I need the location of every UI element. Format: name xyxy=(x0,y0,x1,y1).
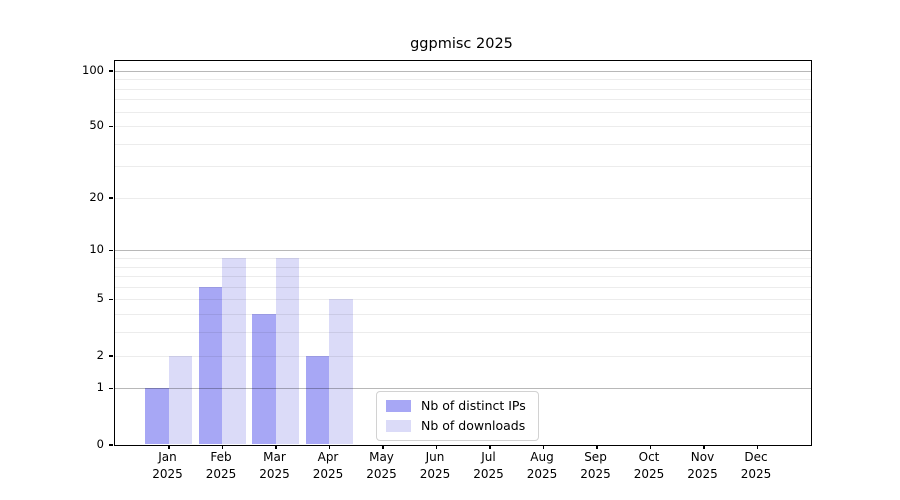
x-tick-label-nov: Nov 2025 xyxy=(687,450,718,481)
y-tick-mark-2 xyxy=(108,355,113,357)
x-tick-mark-jan xyxy=(168,444,170,449)
gridline-minor-6 xyxy=(114,286,811,288)
legend-entry-distinct-ips: Nb of distinct IPs xyxy=(386,399,526,413)
gridline-minor-60 xyxy=(114,111,811,113)
gridline-minor-50 xyxy=(114,126,811,128)
gridline-major-1 xyxy=(114,388,811,390)
gridline-minor-9 xyxy=(114,258,811,260)
y-tick-label-5: 5 xyxy=(96,291,104,306)
x-tick-label-jan: Jan 2025 xyxy=(152,450,183,481)
bar-downloads-jan xyxy=(168,355,192,445)
y-tick-mark-1 xyxy=(108,387,113,390)
x-tick-label-apr: Apr 2025 xyxy=(312,450,344,481)
bar-distinct-ips-mar xyxy=(252,314,276,445)
gridline-minor-7 xyxy=(114,276,811,278)
x-tick-mark-jul xyxy=(489,444,491,449)
x-tick-label-jul: Jul 2025 xyxy=(473,450,504,481)
x-tick-mark-oct xyxy=(649,444,651,449)
x-tick-mark-sep xyxy=(596,444,598,449)
x-tick-label-sep: Sep 2025 xyxy=(580,450,611,481)
x-tick-mark-nov xyxy=(703,444,705,449)
gridline-minor-20 xyxy=(114,197,811,199)
x-tick-mark-apr xyxy=(328,444,330,449)
legend-swatch-distinct-ips xyxy=(386,399,411,413)
y-tick-label-20: 20 xyxy=(89,189,104,204)
y-tick-mark-50 xyxy=(108,125,113,128)
plot-area xyxy=(108,60,812,449)
gridline-minor-80 xyxy=(114,88,811,90)
gridline-minor-4 xyxy=(114,314,811,316)
legend-entry-downloads: Nb of downloads xyxy=(386,419,526,433)
x-tick-mark-feb xyxy=(221,444,223,449)
x-tick-mark-dec xyxy=(756,444,758,449)
legend-label-downloads: Nb of downloads xyxy=(421,418,526,433)
gridline-minor-70 xyxy=(114,99,811,101)
bar-downloads-apr xyxy=(329,299,353,445)
y-tick-label-1: 1 xyxy=(96,380,104,395)
bar-distinct-ips-apr xyxy=(305,355,329,445)
y-tick-label-50: 50 xyxy=(89,118,104,133)
gridline-minor-5 xyxy=(114,299,811,301)
y-tick-label-10: 10 xyxy=(89,242,104,257)
y-tick-label-100: 100 xyxy=(82,62,104,77)
legend-swatch-downloads xyxy=(386,419,411,433)
x-tick-mark-aug xyxy=(542,444,544,449)
x-tick-mark-may xyxy=(382,444,384,449)
bar-distinct-ips-feb xyxy=(198,286,222,445)
bar-downloads-feb xyxy=(222,258,246,445)
y-tick-mark-10 xyxy=(108,249,113,252)
x-tick-label-mar: Mar 2025 xyxy=(259,450,290,481)
x-tick-label-may: May 2025 xyxy=(366,450,397,481)
gridline-minor-2 xyxy=(114,355,811,357)
bar-distinct-ips-jan xyxy=(145,388,169,445)
x-tick-mark-jun xyxy=(435,444,437,449)
legend-label-distinct-ips: Nb of distinct IPs xyxy=(421,398,526,413)
x-tick-label-aug: Aug 2025 xyxy=(526,450,558,481)
chart-title: ggpmisc 2025 xyxy=(410,36,513,52)
y-tick-label-2: 2 xyxy=(96,347,104,362)
y-tick-mark-20 xyxy=(108,197,113,199)
gridline-minor-90 xyxy=(114,79,811,81)
gridline-major-10 xyxy=(114,250,811,252)
gridline-major-100 xyxy=(114,70,811,72)
y-tick-mark-100 xyxy=(108,70,113,72)
x-tick-label-jun: Jun 2025 xyxy=(419,450,451,481)
x-tick-label-dec: Dec 2025 xyxy=(740,450,772,481)
y-tick-label-0: 0 xyxy=(96,436,104,451)
bar-downloads-mar xyxy=(275,258,299,445)
gridline-minor-40 xyxy=(114,143,811,145)
legend: Nb of distinct IPs Nb of downloads xyxy=(376,391,539,441)
y-tick-mark-0 xyxy=(108,444,113,446)
gridline-minor-30 xyxy=(114,166,811,168)
gridline-minor-3 xyxy=(114,332,811,334)
x-tick-label-feb: Feb 2025 xyxy=(205,450,237,481)
x-tick-label-oct: Oct 2025 xyxy=(633,450,665,481)
y-tick-mark-5 xyxy=(108,298,113,301)
x-tick-mark-mar xyxy=(275,444,277,449)
gridline-minor-8 xyxy=(114,266,811,268)
